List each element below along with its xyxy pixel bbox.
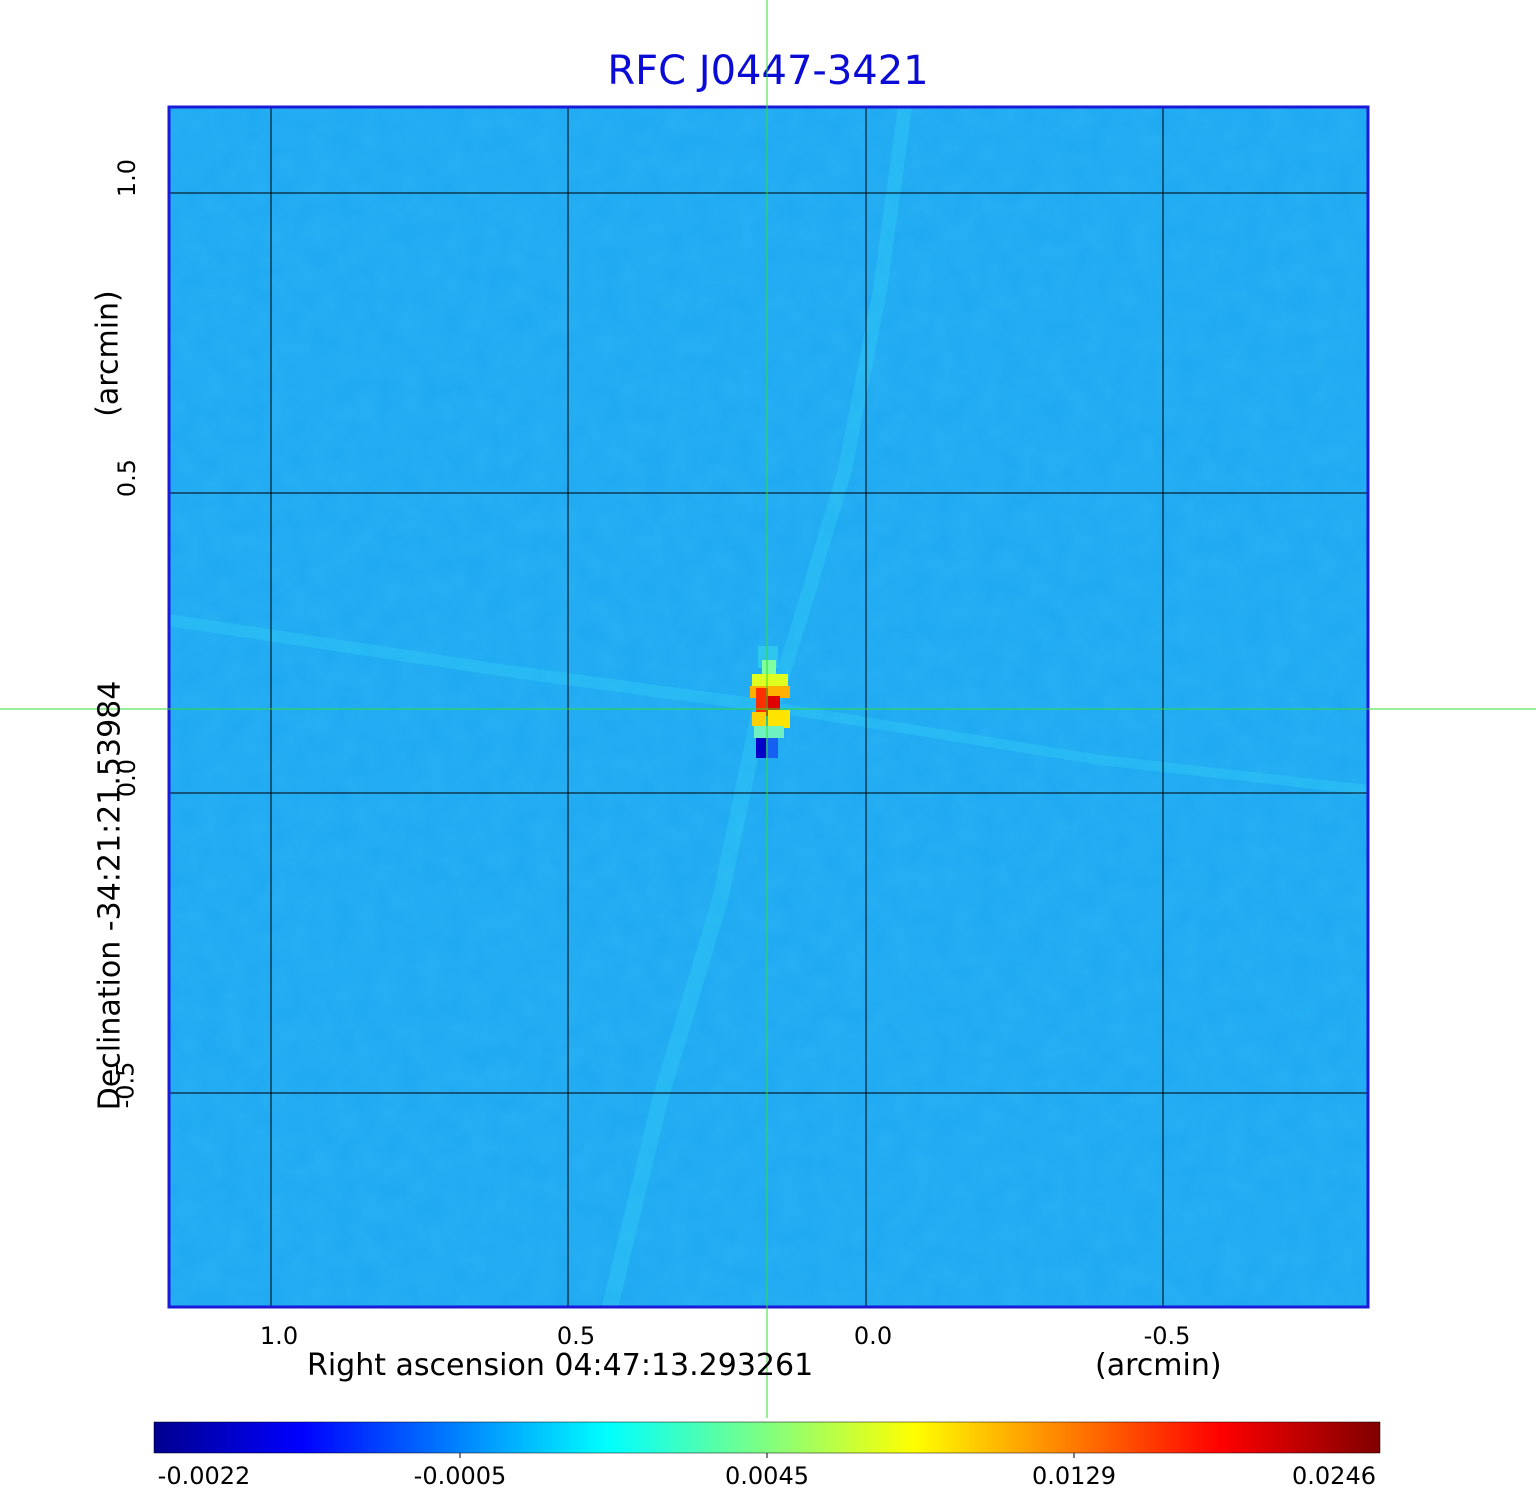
plot-frame — [167, 105, 1370, 1309]
source-pixels — [750, 646, 790, 758]
x-tick-label: 1.0 — [259, 1322, 299, 1350]
source-pixel — [756, 688, 768, 712]
coordinate-grid — [169, 107, 1368, 1307]
plot-title: RFC J0447-3421 — [607, 48, 929, 94]
source-pixel — [766, 738, 778, 758]
colorbar-tick-label: -0.0022 — [157, 1462, 251, 1490]
x-tick-label: 0.5 — [556, 1322, 596, 1350]
colorbar-tick-marks — [459, 1453, 1075, 1458]
source-pixel — [768, 710, 790, 728]
colorbar — [153, 1421, 1381, 1454]
y-tick-label: 1.0 — [113, 158, 142, 198]
y-tick-label: 0.5 — [113, 458, 142, 498]
colorbar-tick-label: -0.0005 — [413, 1462, 507, 1490]
source-pixel — [762, 660, 776, 674]
source-pixel — [752, 674, 788, 686]
colorbar-tick-label: 0.0246 — [1292, 1462, 1376, 1490]
x-axis-label: Right ascension 04:47:13.293261 — [307, 1348, 814, 1383]
source-pixel — [756, 738, 766, 758]
colorbar-tick-label: 0.0045 — [725, 1462, 809, 1490]
source-pixel — [754, 726, 784, 738]
y-axis-label: Declination -34:21:21.53984 — [92, 680, 128, 1111]
y-axis-unit: (arcmin) — [90, 290, 126, 417]
x-axis-unit: (arcmin) — [1095, 1348, 1222, 1383]
image-map — [169, 107, 1368, 1307]
x-tick-label: 0.0 — [853, 1322, 893, 1350]
sidelobe-streaks — [169, 107, 1368, 1307]
source-pixel — [752, 712, 766, 726]
colorbar-tick-label: 0.0129 — [1032, 1462, 1116, 1490]
x-tick-label: -0.5 — [1143, 1322, 1191, 1350]
